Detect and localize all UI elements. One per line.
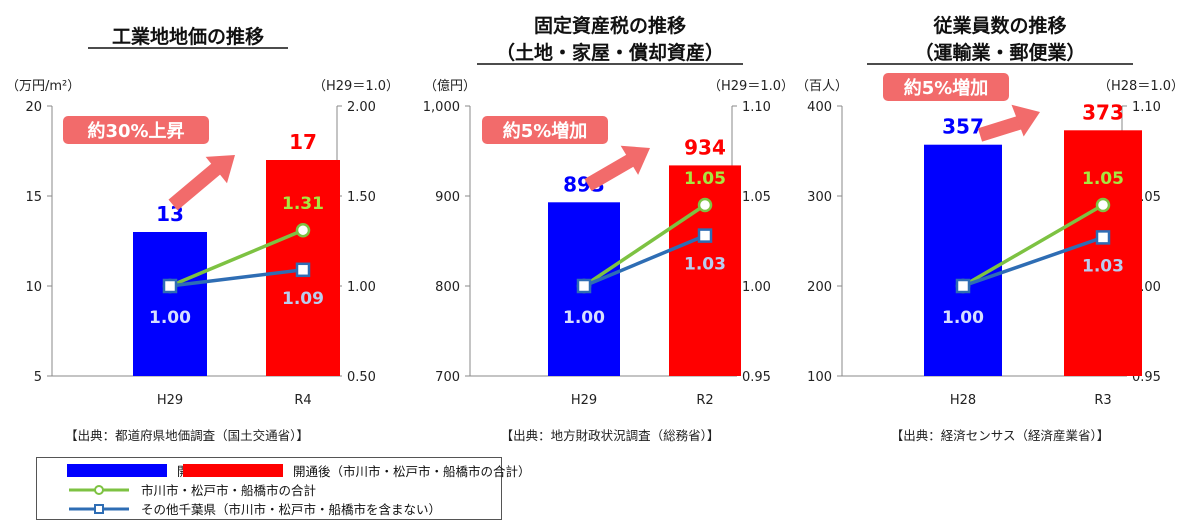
legend-item-after: 開通後（市川市・松戸市・船橋市の合計） — [183, 463, 531, 479]
chart1-series1-label: 1.31 — [282, 194, 324, 214]
chart2-series1-line — [583, 203, 706, 288]
chart2-left-tick-label: 700 — [435, 370, 460, 385]
chart2-right-tick-label: 1.00 — [742, 280, 771, 295]
chart3-source: 【出典：経済センサス（経済産業省）】 — [891, 428, 1110, 443]
chart1-series1-line — [169, 228, 304, 288]
legend-swatch-before — [67, 464, 167, 477]
chart3-bar-r3 — [1064, 130, 1142, 376]
chart3-category-label: H28 — [950, 393, 976, 408]
chart2-right-tick-label: 0.95 — [742, 370, 771, 385]
chart2-left-tick-label: 900 — [435, 190, 460, 205]
chart2-right-unit: （H29＝1.0） — [708, 79, 794, 94]
chart2-callout-box — [480, 114, 610, 146]
chart2-series2-line — [583, 233, 706, 288]
chart3-left-tick-label: 300 — [807, 190, 832, 205]
chart3-category-label: R3 — [1094, 393, 1111, 408]
chart1-left-tick-label: 5 — [34, 370, 42, 385]
chart3-series1-label: 1.00 — [942, 308, 984, 328]
chart3-series2-line — [962, 235, 1104, 288]
chart3-callout-text: 約5%増加 — [904, 77, 989, 99]
chart3-callout-arrow-head — [1011, 104, 1040, 137]
chart1-series2-line — [169, 268, 304, 288]
chart2-series1-label: 1.05 — [684, 169, 726, 189]
chart1-callout-text: 約30%上昇 — [87, 120, 184, 142]
chart2-subtitle: （土地・家屋・償却資産） — [496, 41, 724, 64]
chart1-right-tick-label: 2.00 — [347, 100, 376, 115]
chart2-series1-point — [697, 197, 713, 213]
chart2-category-label: H29 — [571, 393, 597, 408]
chart3-bar-h28 — [924, 144, 1002, 376]
chart2-callout-arrow-head — [620, 145, 650, 175]
chart1-series2-label: 1.09 — [282, 289, 324, 309]
chart3-callout-box — [881, 71, 1011, 103]
chart2-series2-point — [697, 228, 713, 243]
chart2-category-label: R2 — [696, 393, 713, 408]
chart1-right-tick-label: 1.00 — [347, 280, 376, 295]
chart1-series1-label: 1.00 — [149, 308, 191, 328]
chart3-right-unit: （H28＝1.0） — [1098, 79, 1184, 94]
chart2-callout-text: 約5%増加 — [503, 120, 588, 142]
chart3-left-tick-label: 100 — [807, 370, 832, 385]
chart2-source: 【出典：地方財政状況調査（総務省）】 — [501, 428, 720, 443]
chart3-title: 従業員数の推移 — [932, 14, 1066, 37]
legend-label-line-blue: その他千葉県（市川市・松戸市・船橋市を含まない） — [141, 502, 442, 517]
chart2-left-tick-label: 800 — [435, 280, 460, 295]
chart3-series1-label: 1.05 — [1082, 169, 1124, 189]
legend-swatch-after — [183, 464, 283, 477]
legend: 開通前 開通後（市川市・松戸市・船橋市の合計） 市川市・松戸市・船橋市の合計 そ… — [36, 457, 531, 520]
chart1-category-label: H29 — [157, 393, 183, 408]
legend-label-after: 開通後（市川市・松戸市・船橋市の合計） — [293, 464, 531, 479]
chart2-bar-value-label: 934 — [684, 135, 726, 159]
chart1-callout-arrow-shaft — [168, 157, 228, 211]
legend-swatch-line-green — [69, 484, 129, 495]
chart1-right-tick-label: 0.50 — [347, 370, 376, 385]
legend-swatch-line-blue — [69, 503, 129, 514]
chart1-bar-value-label: 17 — [289, 130, 317, 154]
chart3-series2-point — [1095, 230, 1111, 245]
legend-label-line-green: 市川市・松戸市・船橋市の合計 — [141, 483, 317, 498]
chart1-left-tick-label: 15 — [25, 190, 42, 205]
chart3-series1-line — [962, 203, 1104, 288]
chart1-title: 工業地地価の推移 — [112, 25, 264, 48]
chart1-left-unit: （万円/m²） — [6, 79, 80, 94]
chart3-series1-point — [1095, 197, 1111, 213]
chart1-series2-point — [162, 278, 178, 294]
chart3-right-tick-label: 1.10 — [1132, 100, 1161, 115]
chart3-series2-point — [955, 278, 971, 294]
chart2-series2-point — [576, 278, 592, 294]
legend-item-line-green: 市川市・松戸市・船橋市の合計 — [67, 482, 317, 498]
chart3-subtitle: （運輸業・郵便業） — [914, 41, 1085, 64]
chart1-callout-arrow-head — [205, 155, 235, 184]
chart1-callout-box — [61, 114, 211, 146]
chart1-right-unit: （H29＝1.0） — [313, 79, 399, 94]
chart2-series2-label: 1.03 — [684, 255, 726, 275]
chart3-left-unit: （百人） — [796, 79, 848, 94]
chart1-series1-point — [295, 222, 311, 238]
chart3-series2-label: 1.03 — [1082, 256, 1124, 276]
chart3-bar-value-label: 357 — [942, 115, 984, 139]
chart3-left-tick-label: 400 — [807, 100, 832, 115]
chart1-category-label: R4 — [294, 393, 311, 408]
legend-item-line-blue: その他千葉県（市川市・松戸市・船橋市を含まない） — [67, 501, 442, 517]
chart2-series1-label: 1.00 — [563, 308, 605, 328]
chart1-right-tick-label: 1.50 — [347, 190, 376, 205]
chart1-left-tick-label: 10 — [25, 280, 42, 295]
chart1-left-tick-label: 20 — [25, 100, 42, 115]
chart2-left-unit: （億円） — [424, 78, 476, 94]
chart1-bar-h29 — [133, 232, 207, 376]
chart3-bar-value-label: 373 — [1082, 100, 1124, 124]
chart3-left-tick-label: 200 — [807, 280, 832, 295]
chart2-title: 固定資産税の推移 — [534, 14, 686, 37]
chart1-series2-point — [295, 262, 311, 278]
chart2-left-tick-label: 1,000 — [423, 100, 460, 115]
chart1-source: 【出典：都道府県地価調査（国土交通省）】 — [65, 428, 309, 443]
chart2-right-tick-label: 1.05 — [742, 190, 771, 205]
chart2-right-tick-label: 1.10 — [742, 100, 771, 115]
chart2-callout-arrow-shaft — [584, 149, 642, 192]
